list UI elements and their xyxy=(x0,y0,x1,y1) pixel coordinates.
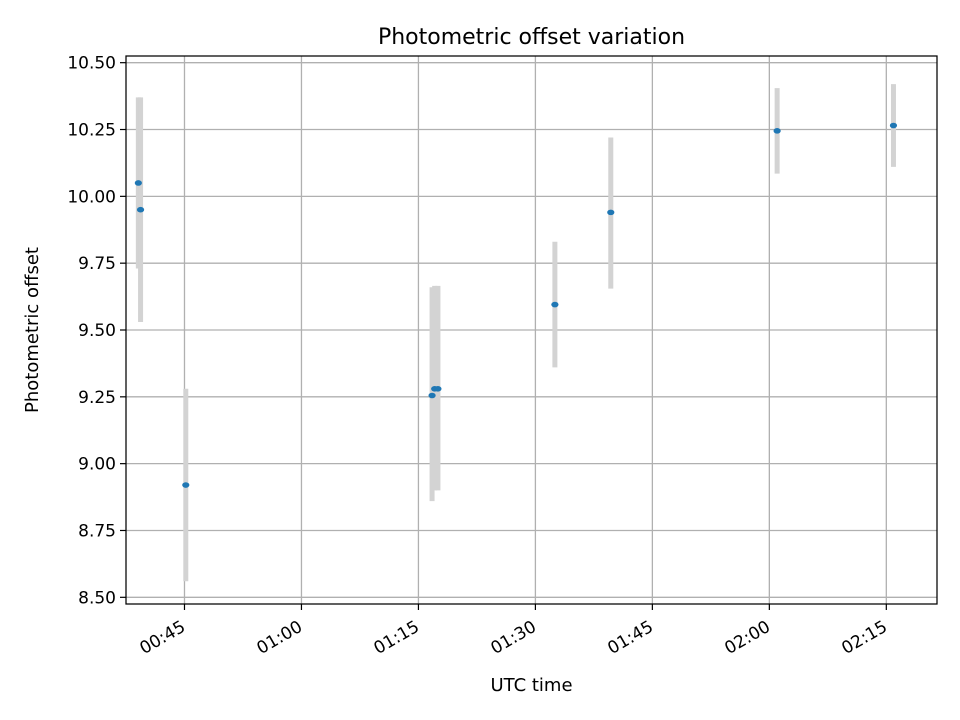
data-point xyxy=(182,482,190,488)
data-point xyxy=(773,128,781,134)
y-tick-label: 9.50 xyxy=(78,321,116,341)
y-tick-label: 10.25 xyxy=(67,121,116,141)
data-point xyxy=(551,301,559,308)
grid xyxy=(126,56,937,604)
y-tick-label: 9.75 xyxy=(78,254,116,274)
y-tick-label: 9.00 xyxy=(78,455,116,475)
y-tick-label: 9.25 xyxy=(78,388,116,408)
y-tick-label: 10.00 xyxy=(67,187,116,207)
data-point xyxy=(136,206,145,213)
data-point xyxy=(889,122,898,129)
y-tick-label: 8.75 xyxy=(78,521,116,541)
y-axis-label: Photometric offset xyxy=(22,247,43,413)
x-axis-label: UTC time xyxy=(490,675,572,696)
y-tick-label: 8.50 xyxy=(78,588,116,608)
data-point xyxy=(428,392,436,399)
chart-title: Photometric offset variation xyxy=(378,25,685,50)
data-point xyxy=(607,209,615,216)
data-point xyxy=(434,386,442,392)
data-points xyxy=(134,122,898,488)
y-tick-label: 10.50 xyxy=(67,54,116,74)
y-axis-ticks: 8.50 8.75 9.00 9.25 9.50 9.75 10.00 10.25 10.50 xyxy=(67,54,126,608)
data-point xyxy=(134,180,142,186)
